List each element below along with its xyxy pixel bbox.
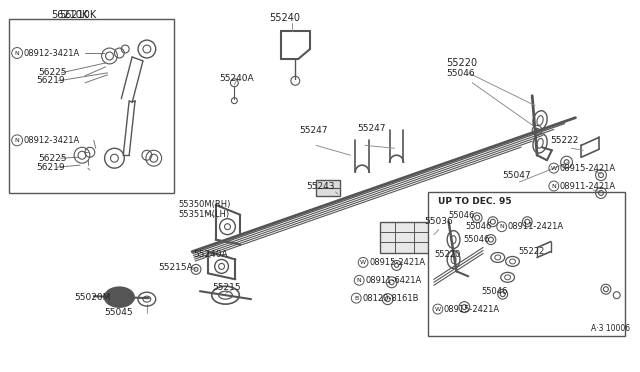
Text: 55046: 55046: [465, 222, 492, 231]
Text: W: W: [551, 166, 557, 171]
Text: 08915-2421A: 08915-2421A: [560, 164, 616, 173]
Text: 55351M(LH): 55351M(LH): [179, 210, 230, 219]
Text: 08911-2421A: 08911-2421A: [560, 182, 616, 190]
Text: UP TO DEC. 95: UP TO DEC. 95: [438, 198, 511, 206]
Text: N: N: [552, 183, 556, 189]
Text: 55222: 55222: [550, 136, 579, 145]
Text: 55020M: 55020M: [74, 293, 111, 302]
Text: N: N: [357, 278, 362, 283]
Text: 08915-2421A: 08915-2421A: [444, 305, 500, 314]
Text: 55243: 55243: [306, 182, 335, 190]
Text: N: N: [499, 224, 504, 229]
Text: A·3 10006: A·3 10006: [591, 324, 630, 333]
Text: 55215: 55215: [212, 283, 241, 292]
Text: W: W: [435, 307, 441, 312]
Text: 56210K: 56210K: [60, 10, 97, 20]
Text: 08911-6421A: 08911-6421A: [365, 276, 421, 285]
Text: 56210K: 56210K: [52, 10, 89, 20]
Text: 55047: 55047: [502, 171, 531, 180]
Bar: [316, 180, 340, 196]
Text: 55036: 55036: [424, 217, 453, 226]
Text: 55350M(RH): 55350M(RH): [179, 201, 230, 209]
Text: W: W: [360, 260, 366, 265]
Text: N: N: [15, 51, 19, 55]
Text: 55247: 55247: [357, 124, 386, 133]
Ellipse shape: [104, 287, 134, 307]
Text: 56225: 56225: [39, 68, 67, 77]
Text: 55240A: 55240A: [193, 250, 228, 259]
Text: 08120-8161B: 08120-8161B: [362, 294, 419, 303]
Text: 55247: 55247: [300, 126, 328, 135]
Bar: [380, 222, 434, 253]
Text: B: B: [354, 296, 358, 301]
Text: 55045: 55045: [104, 308, 133, 317]
Bar: [428, 192, 625, 336]
Text: 08912-3421A: 08912-3421A: [24, 136, 80, 145]
Text: 08915-2421A: 08915-2421A: [369, 258, 425, 267]
Text: 55046: 55046: [463, 235, 490, 244]
Text: 56219: 56219: [36, 163, 65, 171]
Text: 55220: 55220: [434, 250, 460, 259]
Text: 08911-2421A: 08911-2421A: [508, 222, 564, 231]
Text: 55220: 55220: [447, 58, 478, 68]
Text: 55222: 55222: [518, 247, 545, 256]
Text: 55240: 55240: [269, 13, 300, 23]
Text: 55046: 55046: [449, 211, 475, 220]
Text: N: N: [15, 138, 19, 143]
Text: 55240A: 55240A: [220, 74, 254, 83]
Text: 55046: 55046: [481, 287, 508, 296]
Text: 08912-3421A: 08912-3421A: [24, 48, 80, 58]
Text: 55046: 55046: [447, 69, 476, 78]
Bar: [9, 19, 174, 193]
Text: 56219: 56219: [36, 76, 65, 85]
Text: 56225: 56225: [39, 154, 67, 163]
Text: 55215A: 55215A: [159, 263, 193, 272]
